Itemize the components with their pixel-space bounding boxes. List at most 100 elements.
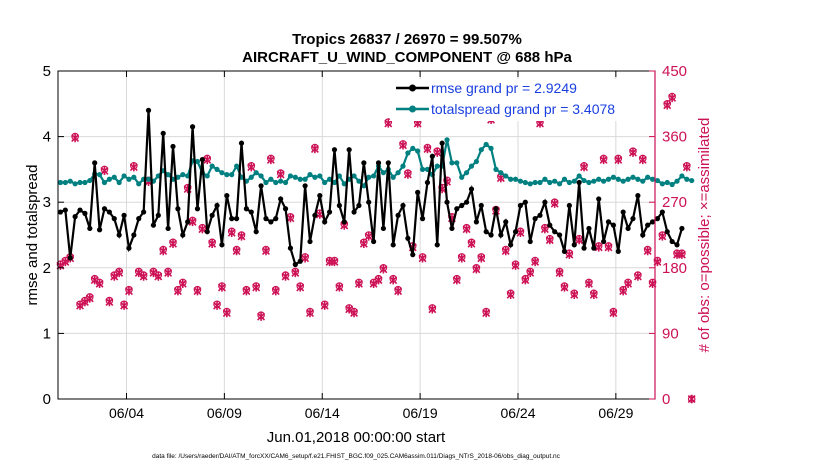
rmse-point — [380, 225, 387, 232]
rmse-point — [322, 219, 328, 225]
y-tick-label-right: 0 — [662, 391, 670, 408]
totalspread-point — [596, 176, 602, 182]
obs-assimilated-point — [668, 93, 677, 103]
totalspread-point — [503, 173, 509, 179]
obs-assimilated-point — [403, 170, 412, 179]
obs-assimilated-point — [306, 308, 314, 318]
rmse-point — [640, 232, 646, 238]
totalspread-point — [131, 174, 137, 180]
totalspread-point — [615, 176, 621, 182]
obs-assimilated-point — [310, 144, 319, 154]
rmse-point — [654, 216, 661, 222]
rmse-point — [586, 225, 592, 232]
obs-assimilated-point — [624, 279, 633, 289]
rmse-point — [635, 193, 641, 199]
rmse-point — [434, 242, 440, 248]
obs-assimilated-point — [506, 290, 515, 299]
rmse-point — [566, 202, 572, 209]
rmse-point — [415, 189, 421, 195]
rmse-point — [234, 216, 240, 222]
totalspread-point — [312, 174, 318, 180]
totalspread-point — [395, 170, 401, 176]
totalspread-point — [371, 173, 377, 179]
rmse-point — [512, 229, 519, 235]
rmse-point — [498, 232, 504, 238]
obs-assimilated-point — [687, 394, 696, 404]
rmse-point — [268, 219, 274, 225]
obs-assimilated-point — [222, 308, 231, 318]
x-tick-label: 06/19 — [403, 405, 438, 421]
obs-assimilated-point — [394, 286, 403, 296]
rmse-point — [473, 219, 479, 225]
rmse-point — [312, 212, 318, 218]
obs-assimilated-point — [614, 155, 623, 165]
rmse-point — [155, 212, 161, 218]
totalspread-point — [258, 173, 264, 179]
rmse-point — [405, 235, 411, 241]
totalspread-point — [87, 177, 93, 184]
rmse-point — [649, 219, 656, 225]
totalspread-point — [282, 179, 289, 186]
y-tick-label-right: 180 — [662, 260, 687, 277]
rmse-point — [410, 252, 416, 258]
totalspread-point — [664, 179, 670, 186]
totalspread-point — [605, 176, 612, 182]
obs-assimilated-point — [629, 148, 637, 157]
rmse-point — [243, 206, 249, 212]
obs-assimilated-point — [115, 268, 124, 278]
rmse-point — [307, 238, 313, 245]
totalspread-point — [674, 178, 680, 184]
totalspread-point — [136, 181, 142, 187]
rmse-point — [194, 206, 201, 212]
rmse-point — [615, 248, 621, 254]
totalspread-point — [532, 179, 538, 186]
chart-title-line1: Tropics 26837 / 26970 = 99.507% — [292, 31, 522, 48]
totalspread-point — [625, 176, 631, 182]
rmse-point — [287, 245, 294, 251]
rmse-point — [224, 193, 230, 199]
totalspread-point — [390, 174, 396, 180]
totalspread-point — [278, 178, 284, 184]
rmse-point — [664, 229, 670, 235]
rmse-point — [390, 242, 396, 248]
chart-title-line2: AIRCRAFT_U_WIND_COMPONENT @ 688 hPa — [242, 49, 572, 66]
totalspread-point — [566, 179, 572, 186]
obs-assimilated-point — [266, 155, 275, 165]
rmse-point — [92, 160, 98, 166]
obs-assimilated-point — [129, 163, 138, 172]
obs-assimilated-point — [345, 305, 354, 314]
obs-assimilated-point — [496, 173, 505, 183]
rmse-point — [248, 209, 254, 215]
rmse-point — [468, 186, 475, 192]
axes: 06/04 06/09 06/14 06/19 06/24 06/290123450901… — [43, 63, 687, 421]
totalspread-point — [209, 163, 215, 169]
rmse-point — [77, 207, 83, 213]
rmse-point — [483, 229, 489, 235]
obs-assimilated-point — [594, 243, 603, 252]
totalspread-point — [689, 177, 695, 184]
totalspread-point — [101, 179, 108, 186]
obs-assimilated-point — [193, 286, 202, 296]
obs-assimilated-point — [433, 148, 442, 157]
totalspread-point — [366, 174, 372, 180]
rmse-point — [136, 216, 142, 222]
rmse-point — [297, 258, 303, 264]
rmse-point — [508, 242, 514, 248]
obs-assimilated-point — [477, 254, 486, 263]
totalspread-point — [405, 150, 411, 156]
obs-assimilated-point — [531, 257, 540, 267]
rmse-point — [527, 238, 533, 245]
rmse-point — [326, 209, 333, 215]
obs-assimilated-point — [663, 101, 672, 110]
totalspread-point — [498, 170, 504, 176]
rmse-line — [60, 110, 683, 267]
totalspread-point — [234, 163, 240, 169]
obs-assimilated-point — [237, 232, 246, 241]
totalspread-point — [415, 148, 421, 154]
x-tick-label: 06/04 — [109, 405, 144, 421]
obs-assimilated-point — [467, 239, 476, 248]
totalspread-point — [351, 173, 357, 179]
rmse-point — [258, 183, 264, 189]
rmse-point — [82, 210, 88, 216]
obs-assimilated-point — [462, 224, 471, 234]
